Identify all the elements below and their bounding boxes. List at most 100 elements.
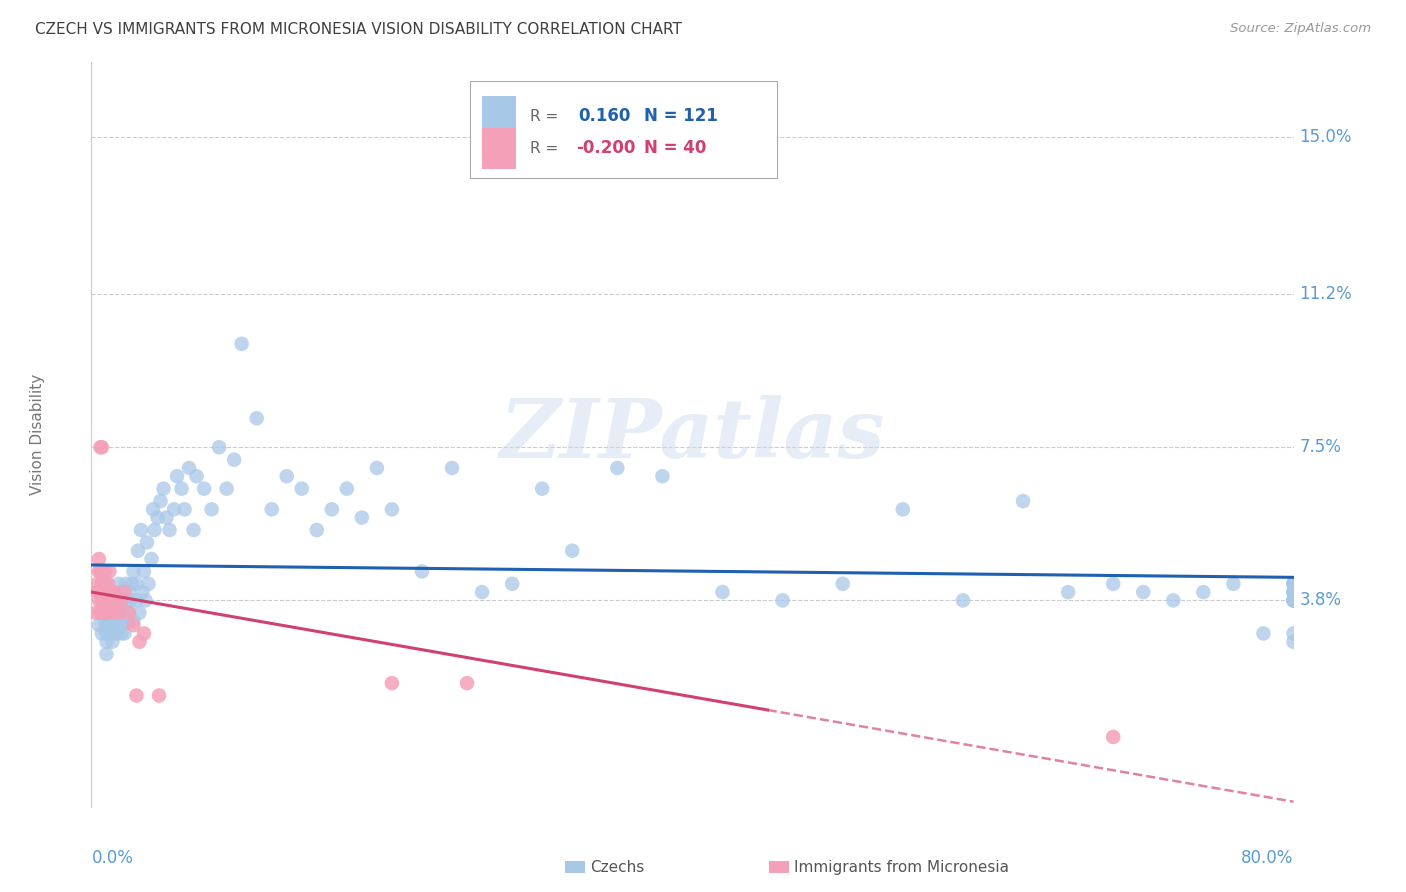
Point — [96, 606, 118, 620]
Point — [103, 626, 125, 640]
Point — [108, 606, 131, 620]
Text: 3.8%: 3.8% — [1299, 591, 1341, 609]
Text: 11.2%: 11.2% — [1299, 285, 1353, 303]
Point — [1282, 577, 1305, 591]
Point — [1282, 585, 1305, 599]
Point — [90, 440, 112, 454]
Point — [1222, 577, 1244, 591]
Point — [96, 647, 118, 661]
Point — [90, 593, 112, 607]
Point — [89, 585, 111, 599]
Point — [183, 523, 205, 537]
Point — [155, 510, 177, 524]
Point — [231, 336, 253, 351]
Point — [97, 577, 120, 591]
Point — [440, 461, 463, 475]
Point — [103, 606, 125, 620]
Point — [96, 626, 118, 640]
Point — [471, 585, 494, 599]
Point — [246, 411, 269, 425]
Point — [134, 593, 156, 607]
Point — [381, 676, 404, 690]
Point — [1282, 634, 1305, 648]
Point — [772, 593, 794, 607]
Point — [1282, 577, 1305, 591]
Point — [711, 585, 734, 599]
Point — [118, 585, 141, 599]
Point — [132, 565, 155, 579]
Point — [115, 577, 138, 591]
Point — [104, 585, 127, 599]
Point — [87, 618, 110, 632]
Point — [350, 510, 373, 524]
Point — [105, 593, 128, 607]
Point — [89, 440, 111, 454]
Point — [952, 593, 974, 607]
Point — [84, 606, 107, 620]
Point — [114, 626, 136, 640]
Bar — [482, 128, 516, 169]
Point — [96, 577, 118, 591]
Point — [208, 440, 231, 454]
Point — [159, 523, 181, 537]
Point — [128, 606, 150, 620]
Point — [1282, 593, 1305, 607]
Text: Czechs: Czechs — [591, 860, 645, 874]
Point — [305, 523, 328, 537]
Point — [115, 593, 138, 607]
Point — [110, 618, 132, 632]
Point — [118, 606, 141, 620]
Text: 0.160: 0.160 — [578, 107, 631, 126]
Point — [215, 482, 238, 496]
Point — [1282, 593, 1305, 607]
Point — [163, 502, 186, 516]
Point — [1282, 585, 1305, 599]
Point — [142, 502, 165, 516]
Point — [103, 585, 125, 599]
Text: 0.0%: 0.0% — [91, 848, 134, 867]
Point — [98, 565, 121, 579]
Point — [94, 593, 117, 607]
Point — [122, 614, 145, 628]
Point — [87, 565, 110, 579]
Point — [100, 626, 122, 640]
Point — [381, 502, 404, 516]
Point — [501, 577, 523, 591]
Point — [606, 461, 628, 475]
Point — [193, 482, 215, 496]
Point — [127, 543, 149, 558]
Point — [260, 502, 283, 516]
Point — [149, 494, 172, 508]
Point — [186, 469, 208, 483]
Point — [98, 593, 121, 607]
Point — [132, 626, 155, 640]
Point — [104, 606, 127, 620]
Text: R =: R = — [530, 141, 564, 156]
Point — [1282, 577, 1305, 591]
Point — [1102, 730, 1125, 744]
Point — [1057, 585, 1080, 599]
Point — [366, 461, 388, 475]
Point — [136, 535, 159, 549]
Point — [651, 469, 673, 483]
Point — [86, 577, 108, 591]
Point — [93, 593, 115, 607]
Point — [1282, 585, 1305, 599]
Point — [107, 614, 129, 628]
Point — [122, 618, 145, 632]
Point — [456, 676, 478, 690]
Point — [90, 577, 112, 591]
Text: ZIPatlas: ZIPatlas — [499, 395, 886, 475]
Point — [93, 593, 115, 607]
Point — [90, 626, 112, 640]
Point — [125, 689, 148, 703]
Point — [224, 452, 246, 467]
Text: 15.0%: 15.0% — [1299, 128, 1353, 146]
Point — [103, 606, 125, 620]
Point — [107, 606, 129, 620]
Point — [96, 634, 118, 648]
Text: R =: R = — [530, 109, 564, 124]
Point — [100, 606, 122, 620]
Point — [101, 634, 124, 648]
Point — [114, 585, 136, 599]
